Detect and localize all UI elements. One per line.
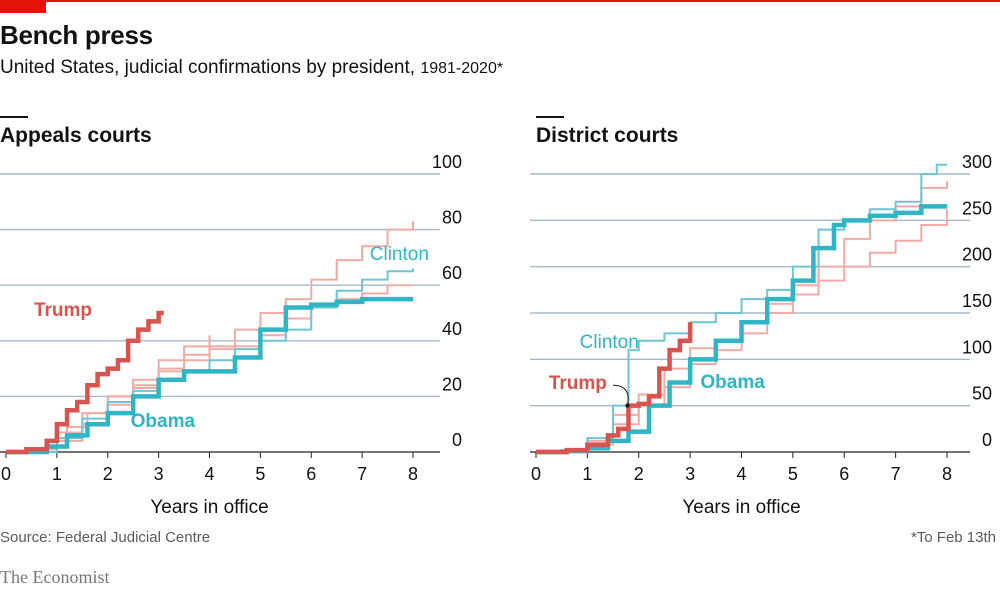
district-x-tick-6: 6 [839, 464, 849, 484]
district-panel-title: District courts [536, 124, 679, 147]
appeals-label-trump: Trump [34, 300, 92, 321]
appeals-label-clinton: Clinton [370, 244, 429, 265]
district-x-tick-3: 3 [685, 464, 695, 484]
appeals-x-tick-8: 8 [408, 464, 418, 484]
appeals-y-tick-0: 0 [452, 430, 462, 450]
appeals-x-tick-0: 0 [1, 464, 11, 484]
district-series-trump [536, 322, 693, 455]
appeals-courts-chart: 0 20 40 60 80 100 0 1 2 3 4 5 6 7 8 Years in office Trum… [0, 152, 462, 518]
district-trump-leader-dot [625, 403, 630, 408]
district-label-obama: Obama [700, 372, 765, 393]
district-x-tick-0: 0 [531, 464, 541, 484]
district-y-tick-0: 0 [982, 430, 992, 450]
appeals-panel-title: Appeals courts [0, 124, 152, 147]
district-x-tick-8: 8 [942, 464, 952, 484]
district-x-axis-label: Years in office [682, 497, 800, 518]
appeals-x-tick-7: 7 [357, 464, 367, 484]
district-series-other-0 [536, 181, 948, 453]
district-x-tick-5: 5 [788, 464, 798, 484]
district-y-tick-300: 300 [962, 152, 992, 172]
appeals-x-tick-3: 3 [154, 464, 164, 484]
appeals-series-trump [6, 310, 164, 455]
district-courts-chart: 0 50 100 150 200 250 300 0 1 2 3 4 5 6 7 8 Years in offi… [530, 152, 992, 518]
district-y-tick-100: 100 [962, 337, 992, 357]
district-series-obama [536, 204, 947, 455]
brand-red-tab [0, 0, 46, 13]
appeals-series-clinton [6, 268, 414, 453]
appeals-x-tick-1: 1 [52, 464, 62, 484]
district-x-tick-4: 4 [736, 464, 746, 484]
district-y-tick-150: 150 [962, 291, 992, 311]
source-note: Source: Federal Judicial Centre [0, 529, 211, 546]
appeals-y-tick-100: 100 [432, 152, 462, 172]
district-label-clinton: Clinton [580, 332, 639, 353]
appeals-x-tick-2: 2 [103, 464, 113, 484]
district-label-trump: Trump [549, 373, 607, 394]
district-y-tick-200: 200 [962, 245, 992, 265]
appeals-x-tick-4: 4 [204, 464, 214, 484]
district-panel-rule [536, 116, 564, 118]
district-trump-leader-line [613, 384, 629, 406]
district-y-tick-50: 50 [972, 384, 992, 404]
appeals-label-obama: Obama [131, 411, 196, 432]
appeals-x-tick-5: 5 [255, 464, 265, 484]
district-series-clinton [536, 163, 947, 453]
appeals-y-tick-40: 40 [442, 319, 462, 339]
district-x-tick-1: 1 [582, 464, 592, 484]
district-x-tick-2: 2 [634, 464, 644, 484]
appeals-series-obama [6, 296, 413, 455]
top-accent-line [0, 0, 1000, 2]
appeals-series-other-2 [6, 335, 211, 453]
appeals-x-tick-6: 6 [306, 464, 316, 484]
footnote: *To Feb 13th [910, 529, 996, 546]
subtitle-text: United States, judicial confirmations by… [0, 57, 416, 78]
appeals-x-axis-label: Years in office [150, 497, 268, 518]
appeals-y-tick-20: 20 [442, 374, 462, 394]
appeals-panel-rule [0, 116, 28, 118]
chart-title: Bench press [0, 20, 153, 50]
district-y-tick-250: 250 [962, 198, 992, 218]
economist-logo: The Economist [0, 567, 110, 587]
subtitle-years: 1981-2020* [420, 60, 504, 77]
district-x-tick-7: 7 [891, 464, 901, 484]
chart-subtitle: United States, judicial confirmations by… [0, 57, 503, 79]
appeals-y-tick-80: 80 [442, 208, 462, 228]
appeals-y-tick-60: 60 [442, 263, 462, 283]
